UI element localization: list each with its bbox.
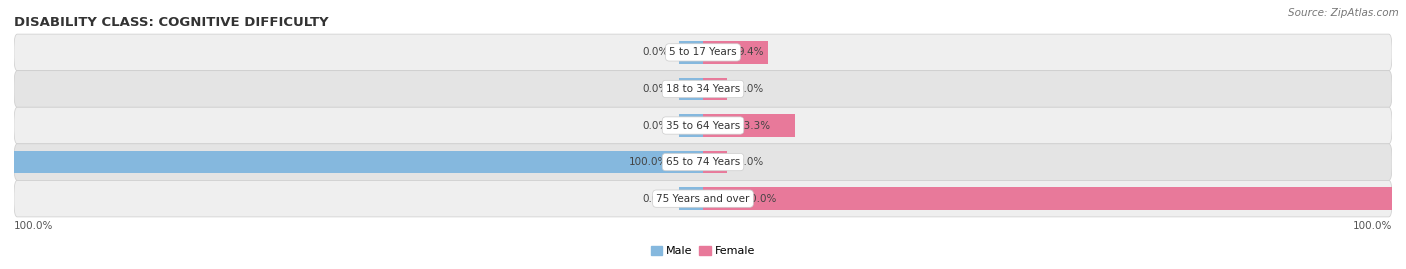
Bar <box>679 187 703 210</box>
Text: 5 to 17 Years: 5 to 17 Years <box>669 47 737 57</box>
Text: 0.0%: 0.0% <box>643 47 669 57</box>
FancyBboxPatch shape <box>14 107 1392 144</box>
Text: 0.0%: 0.0% <box>738 157 763 167</box>
Legend: Male, Female: Male, Female <box>651 246 755 256</box>
FancyBboxPatch shape <box>14 144 1392 180</box>
Text: 35 to 64 Years: 35 to 64 Years <box>666 121 740 130</box>
FancyBboxPatch shape <box>14 34 1392 71</box>
Text: 0.0%: 0.0% <box>643 84 669 94</box>
Text: 65 to 74 Years: 65 to 74 Years <box>666 157 740 167</box>
Bar <box>703 187 1392 210</box>
Text: 0.0%: 0.0% <box>643 194 669 204</box>
Text: Source: ZipAtlas.com: Source: ZipAtlas.com <box>1288 8 1399 18</box>
Bar <box>679 114 703 137</box>
Text: 13.3%: 13.3% <box>738 121 770 130</box>
Bar <box>14 151 703 174</box>
Text: 100.0%: 100.0% <box>738 194 778 204</box>
Text: 100.0%: 100.0% <box>628 157 669 167</box>
Text: 18 to 34 Years: 18 to 34 Years <box>666 84 740 94</box>
Bar <box>703 78 727 100</box>
Bar <box>703 151 727 174</box>
Text: 0.0%: 0.0% <box>738 84 763 94</box>
Text: 75 Years and over: 75 Years and over <box>657 194 749 204</box>
Bar <box>679 41 703 64</box>
FancyBboxPatch shape <box>14 180 1392 217</box>
Text: 0.0%: 0.0% <box>643 121 669 130</box>
Text: 100.0%: 100.0% <box>1353 221 1392 231</box>
Bar <box>679 78 703 100</box>
Text: 100.0%: 100.0% <box>14 221 53 231</box>
Text: DISABILITY CLASS: COGNITIVE DIFFICULTY: DISABILITY CLASS: COGNITIVE DIFFICULTY <box>14 16 329 29</box>
Bar <box>703 41 768 64</box>
Bar <box>703 114 794 137</box>
Text: 9.4%: 9.4% <box>738 47 763 57</box>
FancyBboxPatch shape <box>14 71 1392 107</box>
